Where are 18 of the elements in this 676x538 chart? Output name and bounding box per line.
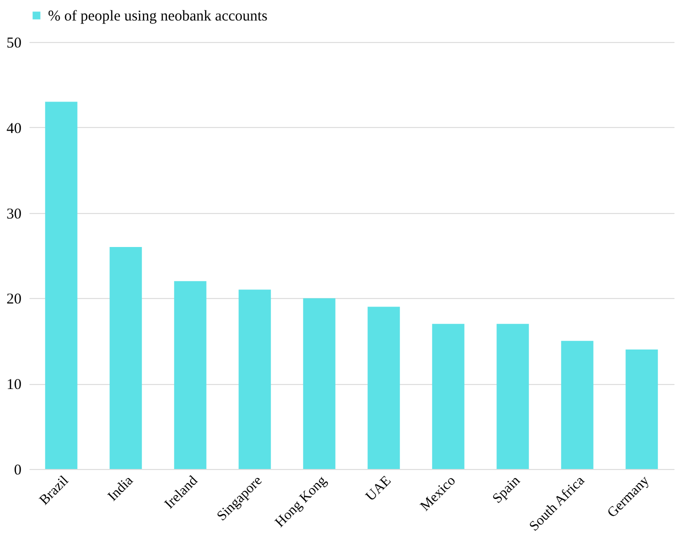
bar [45, 102, 78, 469]
bar [174, 281, 206, 469]
legend-label: % of people using neobank accounts [48, 8, 268, 24]
bar [110, 246, 142, 469]
bar [432, 324, 464, 469]
y-tick-label: 0 [14, 462, 22, 478]
x-tick-label: India [105, 472, 137, 504]
bar [368, 306, 400, 469]
y-tick-label: 50 [6, 36, 22, 52]
bar [496, 324, 529, 469]
bar [238, 290, 271, 469]
bar [626, 349, 658, 469]
bar [561, 340, 594, 469]
y-tick-label: 40 [6, 120, 22, 137]
bar [303, 298, 336, 469]
y-tick-label: 20 [6, 292, 22, 308]
y-tick-label: 30 [6, 206, 22, 222]
y-tick-label: 10 [6, 377, 22, 394]
